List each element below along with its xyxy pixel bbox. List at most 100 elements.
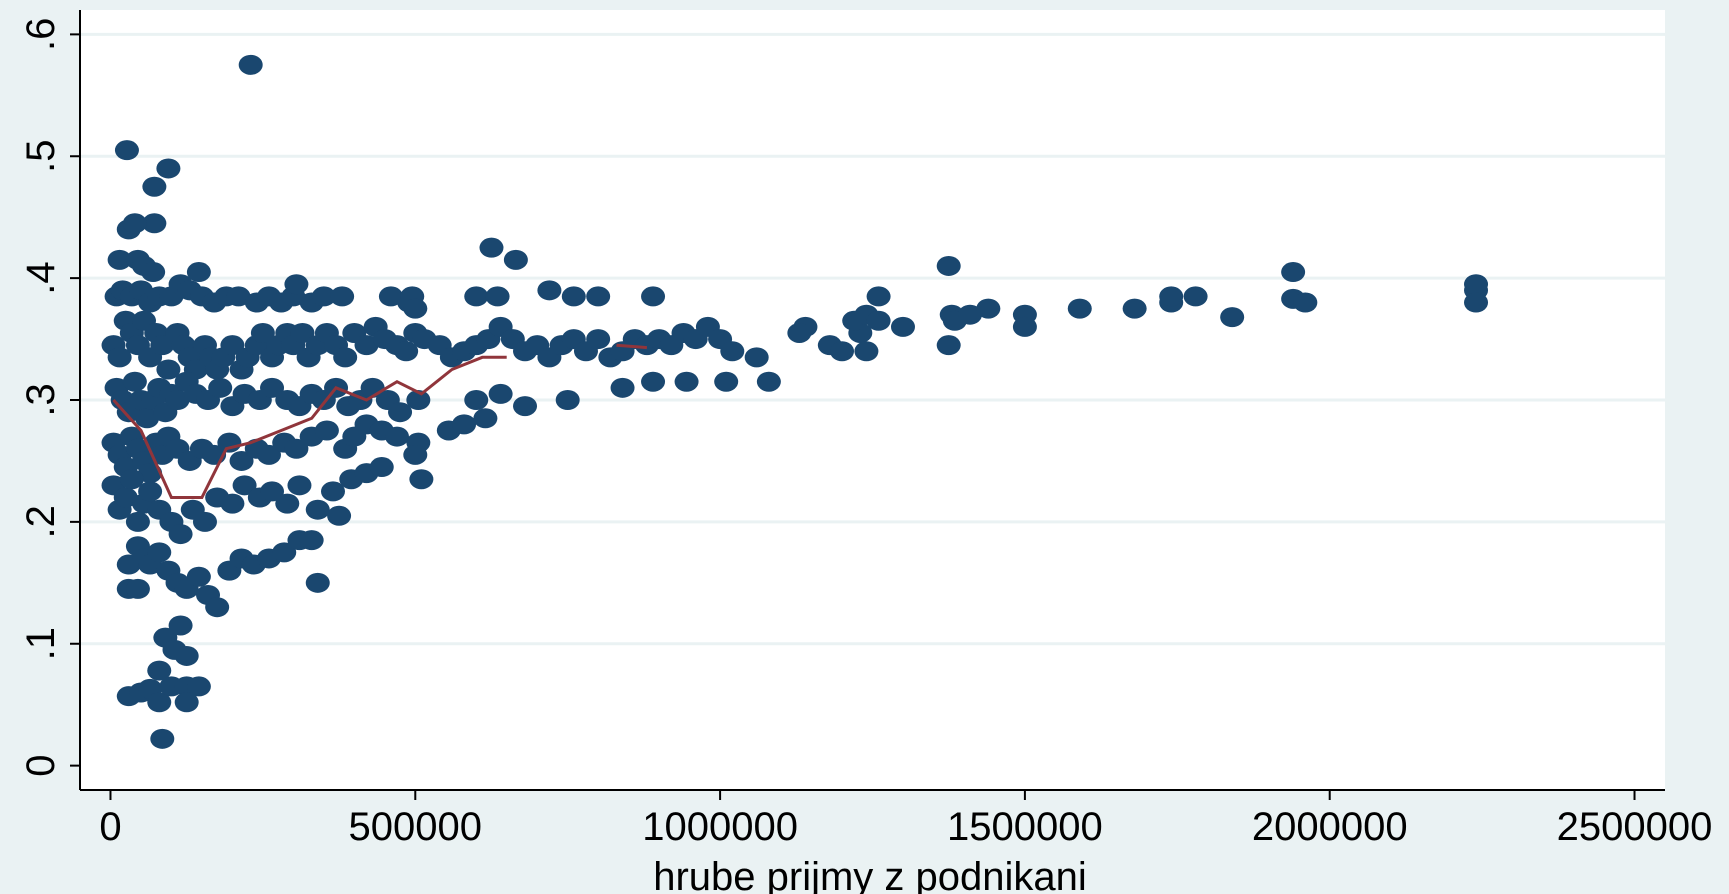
scatter-point: [229, 450, 254, 471]
scatter-point: [1122, 298, 1147, 319]
y-tick-label: 0: [19, 755, 63, 777]
scatter-point: [113, 487, 138, 508]
scatter-point: [192, 511, 217, 532]
scatter-point: [272, 542, 297, 563]
scatter-point: [406, 390, 431, 410]
scatter-point: [830, 341, 855, 362]
scatter-point: [122, 213, 147, 234]
scatter-point: [150, 335, 175, 356]
scatter-point: [220, 493, 245, 514]
scatter-point: [142, 213, 167, 234]
scatter-point: [409, 469, 434, 490]
scatter-point: [1220, 307, 1245, 328]
scatter-point: [138, 481, 163, 502]
x-tick-label: 1500000: [947, 805, 1103, 849]
scatter-point: [314, 420, 339, 441]
scatter-point: [936, 335, 961, 356]
x-tick-label: 500000: [349, 805, 482, 849]
scatter-point: [135, 408, 160, 429]
scatter-point: [119, 469, 144, 490]
scatter-point: [385, 426, 409, 447]
scatter-point: [290, 322, 315, 343]
scatter-point: [186, 566, 211, 587]
scatter-point: [125, 578, 150, 599]
scatter-point: [156, 158, 181, 179]
scatter-point: [107, 249, 132, 270]
scatter-point: [156, 359, 181, 380]
scatter-point: [976, 298, 1001, 319]
y-tick-label: .1: [19, 627, 63, 660]
scatter-point: [125, 511, 150, 532]
scatter-point: [555, 390, 580, 410]
scatter-point: [787, 322, 812, 343]
scatter-point: [1281, 262, 1306, 283]
scatter-point: [641, 371, 666, 392]
scatter-point: [936, 255, 961, 276]
x-tick-label: 2000000: [1252, 805, 1408, 849]
scatter-point: [586, 329, 611, 350]
scatter-point: [958, 304, 983, 325]
scatter-point: [369, 457, 394, 478]
y-tick-label: .4: [19, 261, 63, 294]
x-axis-title: hrube prijmy z podnikani: [653, 855, 1087, 894]
scatter-point: [287, 475, 312, 496]
scatter-point: [586, 286, 611, 307]
scatter-point: [238, 54, 263, 75]
x-tick-label: 0: [99, 805, 121, 849]
y-tick-label: .5: [19, 140, 63, 173]
scatter-point: [174, 645, 199, 666]
scatter-point: [311, 286, 336, 307]
scatter-point: [610, 377, 635, 398]
axes: 0 .1 .2 .3 .4 .5 .6 0 500000 1000000 1500000 200000…: [19, 10, 1712, 849]
scatter-point: [1464, 292, 1489, 313]
scatter-point: [756, 371, 781, 392]
scatter-point: [1012, 316, 1037, 337]
scatter-point: [464, 390, 489, 410]
scatter-point: [147, 542, 172, 563]
scatter-point: [720, 341, 745, 362]
scatter-point: [1293, 292, 1318, 313]
scatter-point: [473, 408, 498, 429]
scatter-point: [1067, 298, 1092, 319]
scatter-point: [394, 341, 419, 362]
scatter-point: [205, 597, 230, 618]
x-tick-label: 2500000: [1557, 805, 1713, 849]
scatter-point: [333, 347, 358, 368]
scatter-point: [320, 481, 345, 502]
scatter-point: [744, 347, 769, 368]
scatter-point: [186, 676, 211, 697]
scatter-point: [452, 414, 477, 435]
scatter-point: [138, 463, 163, 484]
scatter-point: [256, 444, 281, 465]
scatter-point: [174, 692, 199, 713]
scatter-point: [330, 286, 355, 307]
scatter-point: [220, 335, 245, 356]
scatter-point: [354, 335, 379, 356]
scatter-point: [107, 347, 132, 368]
scatter-point: [114, 140, 139, 161]
fit-line: [616, 343, 648, 350]
scatter-point: [714, 371, 739, 392]
scatter-point: [561, 286, 586, 307]
scatter-point: [866, 310, 891, 331]
scatter-point: [378, 286, 403, 307]
scatter-point: [641, 286, 666, 307]
scatter-point: [150, 728, 175, 749]
scatter-point: [226, 286, 251, 307]
y-tick-label: .3: [19, 383, 63, 416]
scatter-point: [284, 274, 309, 295]
scatter-point: [250, 322, 275, 343]
scatter-point: [674, 371, 699, 392]
scatter-point: [275, 493, 300, 514]
scatter-point: [142, 176, 167, 197]
fit-lines: [112, 343, 648, 499]
scatter-point: [537, 280, 562, 301]
scatter-point: [890, 316, 915, 337]
scatter-point: [208, 377, 233, 398]
scatter-point: [866, 286, 891, 307]
fit-line: [112, 355, 507, 499]
scatter-point: [122, 371, 147, 392]
scatter-point: [232, 475, 257, 496]
scatter-point: [503, 249, 528, 270]
scatter-point: [1464, 274, 1489, 295]
